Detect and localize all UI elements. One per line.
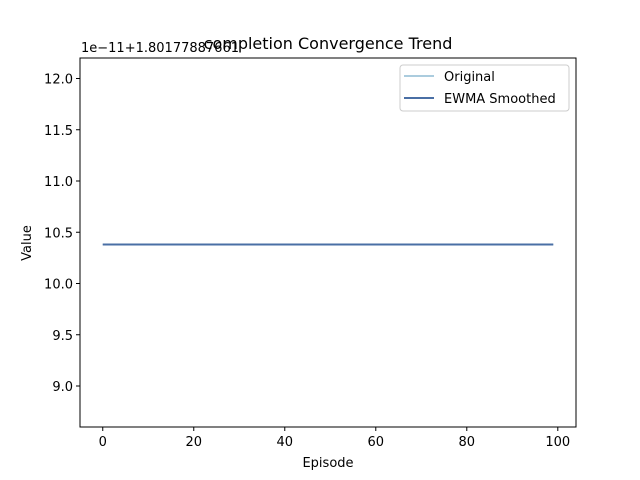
y-tick-label: 12.0	[44, 73, 73, 88]
y-tick-label: 11.0	[44, 175, 73, 190]
x-tick-label: 20	[185, 435, 202, 450]
x-tick-label: 100	[545, 435, 570, 450]
plot-area	[79, 57, 577, 428]
legend: Original EWMA Smoothed	[399, 64, 570, 112]
axes-frame	[79, 57, 577, 428]
y-tick-label: 10.0	[44, 278, 73, 293]
legend-label-original: Original	[444, 70, 495, 85]
y-tick-label: 9.5	[52, 329, 73, 344]
x-tick-label: 40	[276, 435, 293, 450]
x-axis: 0 20 40 60 80 100	[99, 427, 570, 450]
x-axis-label: Episode	[302, 456, 353, 471]
legend-box	[399, 64, 570, 112]
y-tick-label: 11.5	[44, 124, 73, 139]
y-axis-offset-label: 1e−11+1.80177887661	[81, 41, 239, 56]
x-tick-label: 60	[368, 435, 385, 450]
y-axis-label: Value	[20, 225, 35, 261]
x-tick-label: 80	[459, 435, 476, 450]
y-axis: 9.0 9.5 10.0 10.5 11.0 11.5 12.0	[44, 73, 80, 395]
y-tick-label: 9.0	[52, 380, 73, 395]
x-tick-label: 0	[99, 435, 107, 450]
y-tick-label: 10.5	[44, 226, 73, 241]
legend-label-ewma-smoothed: EWMA Smoothed	[444, 92, 556, 107]
chart-title: completion Convergence Trend	[204, 34, 453, 53]
